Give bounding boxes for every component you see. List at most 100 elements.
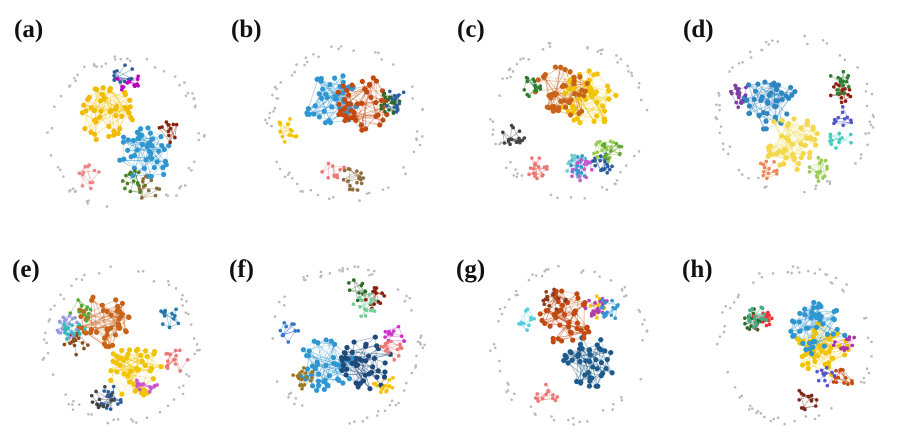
isolated-node: [722, 148, 725, 151]
edge: [328, 78, 335, 121]
node: [775, 168, 779, 173]
edge: [781, 133, 818, 137]
node: [326, 161, 331, 166]
edge: [354, 336, 376, 343]
isolated-node: [300, 404, 304, 407]
node: [62, 342, 67, 347]
isolated-node: [282, 303, 286, 307]
node: [176, 321, 181, 326]
node: [367, 386, 373, 392]
isolated-node: [492, 128, 495, 131]
node: [812, 339, 818, 345]
isolated-node: [184, 94, 188, 98]
node: [558, 64, 564, 70]
node: [130, 173, 136, 179]
node: [165, 359, 170, 363]
edge: [109, 90, 131, 108]
node: [109, 392, 114, 397]
edge: [546, 67, 561, 108]
nodes: [501, 64, 624, 183]
node: [803, 347, 809, 353]
edge: [558, 301, 585, 306]
edge: [809, 160, 826, 168]
isolated-node: [786, 270, 790, 274]
node: [812, 358, 818, 364]
isolated-node: [271, 337, 275, 340]
isolated-node: [283, 295, 287, 298]
isolated-node: [287, 395, 290, 399]
edge: [363, 292, 383, 296]
node: [546, 389, 551, 394]
node: [311, 111, 317, 117]
node: [89, 393, 94, 398]
node: [340, 73, 346, 79]
isolated-node: [759, 412, 763, 415]
isolated-node: [275, 380, 279, 383]
node: [149, 136, 156, 142]
node: [807, 135, 813, 141]
node: [84, 97, 91, 103]
node: [380, 387, 384, 391]
edge: [114, 71, 121, 83]
node: [348, 108, 354, 114]
node: [590, 364, 596, 370]
node: [115, 130, 121, 137]
node: [561, 97, 567, 104]
node: [555, 107, 562, 114]
node: [119, 400, 123, 404]
node: [358, 122, 365, 128]
node: [821, 343, 827, 349]
isolated-node: [548, 45, 552, 48]
isolated-node: [330, 45, 333, 48]
node: [398, 345, 403, 349]
node: [368, 369, 375, 375]
isolated-node: [531, 273, 534, 276]
node: [553, 398, 558, 403]
isolated-node: [396, 288, 400, 291]
isolated-node: [381, 188, 385, 191]
edge: [129, 351, 155, 383]
node: [765, 144, 772, 151]
node: [736, 105, 741, 110]
isolated-node: [197, 131, 201, 135]
node: [330, 354, 337, 361]
node: [840, 110, 845, 115]
isolated-node: [184, 311, 188, 314]
node: [347, 187, 352, 192]
node: [399, 334, 404, 339]
node: [112, 332, 119, 338]
node: [788, 328, 794, 334]
isolated-node: [863, 381, 866, 384]
edge: [546, 310, 578, 329]
node: [502, 141, 507, 145]
node: [364, 297, 368, 302]
node: [145, 141, 151, 147]
isolated-node: [368, 273, 371, 277]
isolated-node: [278, 167, 282, 171]
node: [761, 173, 766, 178]
edge: [757, 83, 778, 102]
isolated-node: [498, 307, 502, 311]
node: [137, 387, 142, 392]
isolated-node: [776, 416, 780, 420]
node: [600, 298, 605, 302]
edge: [368, 348, 379, 374]
edge: [523, 77, 527, 90]
node: [347, 281, 351, 285]
edge: [110, 380, 123, 395]
node: [804, 121, 810, 127]
node: [819, 368, 824, 373]
node: [363, 358, 369, 364]
node: [387, 384, 392, 388]
node: [372, 302, 377, 306]
isolated-node: [83, 65, 86, 69]
node: [148, 150, 154, 156]
node: [595, 154, 600, 159]
isolated-node: [353, 265, 357, 268]
node: [316, 114, 322, 120]
isolated-node: [80, 278, 84, 282]
node: [377, 122, 383, 128]
isolated-node: [859, 153, 863, 156]
isolated-node: [615, 179, 619, 182]
edge: [786, 120, 808, 139]
